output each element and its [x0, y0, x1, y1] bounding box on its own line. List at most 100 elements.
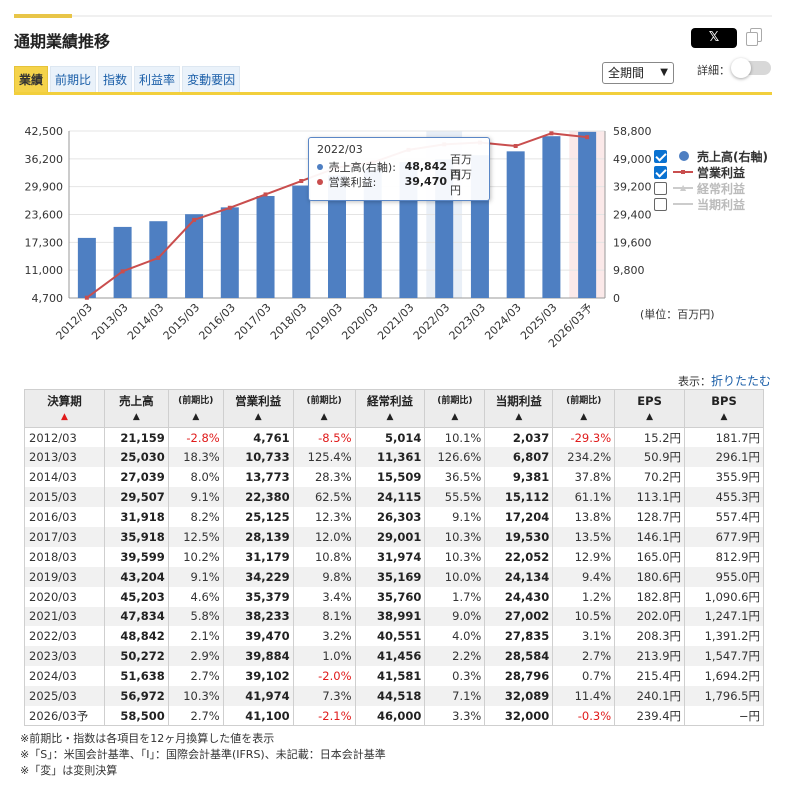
table-cell: 27,039: [103, 467, 169, 488]
legend-item-ordinary[interactable]: ▲ 経常利益: [654, 180, 768, 196]
table-cell: 2.7%: [167, 666, 224, 687]
sort-arrow-icon[interactable]: ▲: [60, 411, 68, 422]
copy-icon[interactable]: [745, 28, 763, 48]
table-cell: 35,918: [103, 526, 169, 547]
column-header[interactable]: (前期比) ▲: [552, 389, 616, 428]
sort-arrow-icon[interactable]: ▲: [515, 411, 523, 422]
legend-checkbox-net[interactable]: [654, 197, 667, 211]
table-cell: 24,134: [484, 566, 554, 587]
column-header[interactable]: (前期比) ▲: [167, 389, 224, 428]
table-cell: 70.2円: [614, 467, 686, 488]
tooltip-row-sales: 売上高(右軸): 48,842 百万円: [317, 153, 481, 182]
right-axis-tick-label: 19,600: [613, 236, 652, 249]
x-axis-tick-label: 2020/03: [339, 301, 381, 343]
table-cell: 7.1%: [424, 686, 486, 706]
column-header-label: (前期比): [306, 395, 342, 406]
table-row: 2023/03 50,272 2.9% 39,884 1.0% 41,456 2.2% 28,…: [24, 646, 764, 667]
table-cell: 9.8%: [292, 566, 356, 587]
sort-arrow-icon[interactable]: ▲: [386, 411, 394, 422]
table-cell: 2021/03: [24, 606, 105, 627]
table-cell: 36.5%: [424, 467, 486, 488]
legend-item-sales[interactable]: 売上高(右軸): [654, 148, 768, 164]
bar: [578, 131, 597, 298]
column-header[interactable]: EPS ▲: [614, 389, 686, 428]
column-header[interactable]: (前期比) ▲: [292, 389, 356, 428]
table-cell: 2020/03: [24, 586, 105, 607]
legend-item-net[interactable]: 当期利益: [654, 196, 768, 212]
bar: [220, 207, 239, 298]
tab-yoy[interactable]: 前期比: [50, 66, 97, 92]
sort-arrow-icon[interactable]: ▲: [192, 411, 200, 422]
table-cell: 4.0%: [424, 626, 486, 647]
tab-margin[interactable]: 利益率: [134, 66, 181, 92]
table-cell: 39,599: [103, 546, 169, 567]
table-cell: 455.3円: [684, 487, 764, 508]
x-share-button[interactable]: 𝕏: [691, 28, 737, 48]
legend-line-icon: [673, 166, 695, 178]
sort-arrow-icon[interactable]: ▲: [646, 411, 654, 422]
table-cell: 28,584: [484, 646, 554, 667]
table-row: 2017/03 35,918 12.5% 28,139 12.0% 29,001 10.3%…: [24, 526, 764, 547]
table-cell: 126.6%: [424, 447, 486, 468]
legend-checkbox-sales[interactable]: [654, 149, 667, 163]
column-header-label: (前期比): [437, 395, 473, 406]
period-select-value: 全期間: [608, 66, 645, 80]
table-cell: 17,204: [484, 507, 554, 527]
column-header-label: EPS: [637, 393, 662, 408]
toggle-knob: [731, 58, 751, 78]
table-cell: 28.3%: [292, 467, 356, 488]
table-cell: 2017/03: [24, 526, 105, 547]
tab-factors[interactable]: 変動要因: [182, 66, 241, 92]
table-cell: 1.7%: [424, 586, 486, 607]
sort-arrow-icon[interactable]: ▲: [720, 411, 728, 422]
table-cell: 10.0%: [424, 566, 486, 587]
table-row: 2024/03 51,638 2.7% 39,102 -2.0% 41,581 0.3% 28…: [24, 666, 764, 687]
table-cell: 2016/03: [24, 507, 105, 527]
legend-checkbox-ordinary[interactable]: [654, 181, 667, 195]
line-point: [549, 131, 554, 136]
detail-toggle[interactable]: [731, 58, 771, 78]
column-header[interactable]: 当期利益 ▲: [484, 389, 554, 428]
tab-performance[interactable]: 業績: [14, 66, 49, 92]
table-cell: 41,100: [222, 705, 294, 727]
table-cell: 13.8%: [552, 507, 616, 527]
table-row: 2020/03 45,203 4.6% 35,379 3.4% 35,760 1.7% 24,…: [24, 586, 764, 607]
table-cell: 2.1%: [167, 626, 224, 647]
table-cell: 50,272: [103, 646, 169, 667]
table-cell: 10.8%: [292, 546, 356, 567]
sort-arrow-icon[interactable]: ▲: [320, 411, 328, 422]
sort-arrow-icon[interactable]: ▲: [132, 411, 140, 422]
table-cell: 12.9%: [552, 546, 616, 567]
performance-chart: 42,500 36,200 29,900 23,600 17,300 11,000 4,70…: [25, 125, 652, 350]
sort-arrow-icon[interactable]: ▲: [580, 411, 588, 422]
tab-index[interactable]: 指数: [98, 66, 133, 92]
column-header[interactable]: (前期比) ▲: [424, 389, 486, 428]
tooltip-op-unit: 百万円: [450, 167, 473, 197]
table-cell: -8.5%: [292, 427, 356, 448]
table-row: 2019/03 43,204 9.1% 34,229 9.8% 35,169 10.0% 24…: [24, 566, 764, 587]
table-cell: 4,761: [222, 427, 294, 448]
table-cell: 8.1%: [292, 606, 356, 627]
sort-arrow-icon[interactable]: ▲: [254, 411, 262, 422]
collapse-link[interactable]: 折りたたむ: [710, 374, 771, 388]
left-axis-tick-label: 29,900: [25, 181, 64, 194]
table-row: 2021/03 47,834 5.8% 38,233 8.1% 38,991 9.0% 27,…: [24, 606, 764, 627]
display-toggle: 表示：折りたたむ: [678, 372, 771, 389]
column-header[interactable]: 売上高 ▲: [103, 389, 169, 428]
column-header[interactable]: 決算期 ▲: [24, 389, 105, 428]
table-cell: 208.3円: [614, 626, 686, 647]
table-cell: 15,509: [354, 467, 426, 488]
table-cell: 1,547.7円: [684, 646, 764, 667]
table-cell: 55.5%: [424, 487, 486, 508]
sort-arrow-icon[interactable]: ▲: [451, 411, 459, 422]
table-cell: 8.2%: [167, 507, 224, 527]
table-cell: 27,835: [484, 626, 554, 647]
column-header[interactable]: 営業利益 ▲: [222, 389, 294, 428]
table-cell: 10.5%: [552, 606, 616, 627]
legend-item-op[interactable]: 営業利益: [654, 164, 768, 180]
legend-checkbox-op[interactable]: [654, 165, 667, 179]
column-header[interactable]: BPS ▲: [684, 389, 764, 428]
table-cell: 5.8%: [167, 606, 224, 627]
column-header[interactable]: 経常利益 ▲: [354, 389, 426, 428]
period-select[interactable]: 全期間 ▼: [602, 62, 674, 84]
